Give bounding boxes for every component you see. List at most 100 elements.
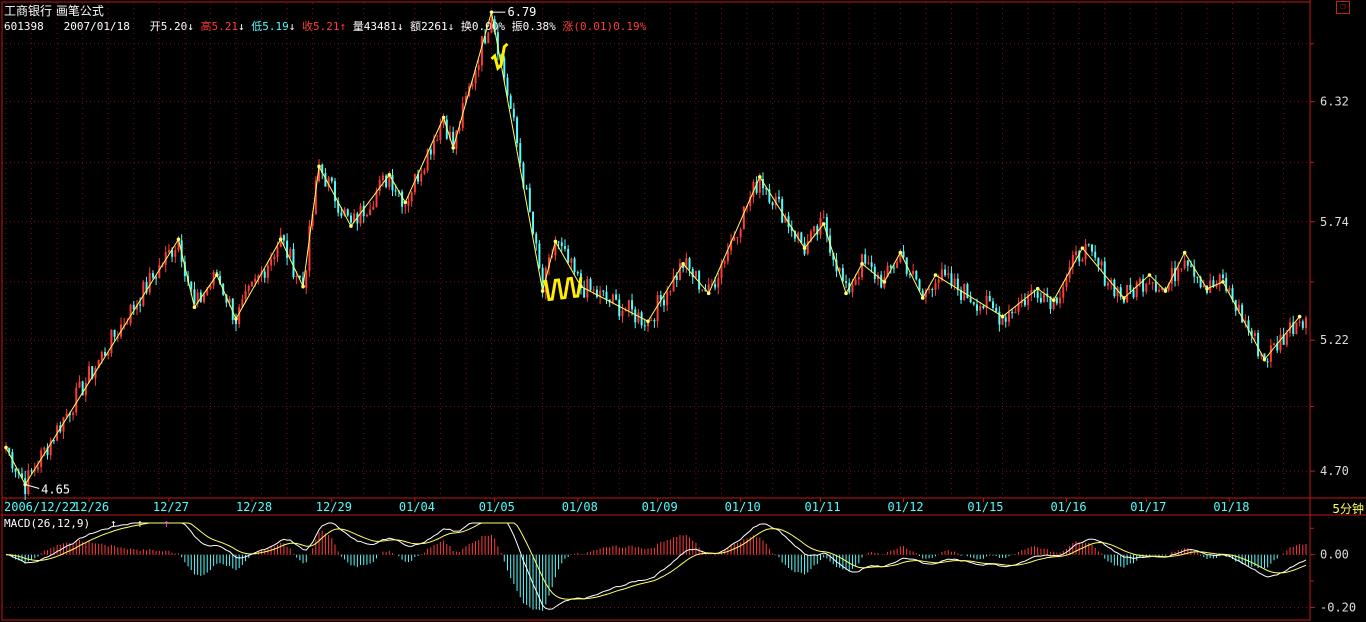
up-candle — [1151, 282, 1154, 284]
up-candle — [107, 353, 110, 356]
down-candle — [394, 190, 397, 192]
up-candle — [666, 292, 669, 306]
high-value: 5.21 — [211, 20, 238, 33]
down-candle — [113, 329, 116, 337]
down-candle — [714, 284, 717, 288]
up-candle — [247, 286, 250, 291]
up-candle — [148, 273, 151, 293]
down-candle — [337, 201, 340, 213]
down-candle — [755, 181, 758, 193]
up-candle — [228, 298, 231, 303]
date-tick-label: 12/27 — [153, 500, 189, 514]
up-candle — [1116, 287, 1119, 297]
macd-dea-line — [5, 522, 1307, 600]
period-selector[interactable]: 5分钟 — [1332, 502, 1364, 516]
up-candle — [784, 216, 787, 223]
zigzag-pivot — [706, 291, 711, 296]
date-tick-label: 01/18 — [1213, 500, 1249, 514]
change-label: 涨 — [562, 20, 574, 33]
down-candle — [771, 202, 774, 206]
down-candle — [1225, 278, 1228, 291]
up-candle — [420, 173, 423, 182]
macd-up-arrow-icon: ↑ — [136, 517, 144, 530]
up-candle — [797, 232, 800, 239]
up-candle — [1237, 304, 1240, 311]
down-candle — [960, 290, 963, 301]
down-candle — [691, 268, 694, 278]
up-candle — [305, 270, 308, 288]
up-candle — [75, 387, 78, 413]
down-candle — [618, 299, 621, 317]
down-candle — [429, 149, 432, 155]
up-candle — [311, 214, 314, 227]
date-tick-label: 01/16 — [1050, 500, 1086, 514]
down-candle — [918, 279, 921, 291]
down-candle — [219, 276, 222, 284]
up-candle — [458, 127, 461, 131]
down-candle — [321, 164, 324, 174]
up-candle — [774, 196, 777, 206]
down-candle — [132, 304, 135, 310]
down-candle — [931, 289, 934, 291]
down-candle — [199, 292, 202, 302]
min-price-label: 4.65 — [41, 483, 70, 497]
low-value: 5.19 — [262, 20, 289, 33]
up-candle — [592, 289, 595, 291]
down-candle — [193, 289, 196, 304]
down-candle — [835, 259, 838, 272]
down-candle — [825, 217, 828, 236]
up-candle — [276, 247, 279, 257]
up-candle — [1075, 251, 1078, 255]
up-candle — [464, 96, 467, 103]
zigzag-pivot — [860, 261, 864, 266]
down-candle — [982, 305, 985, 309]
up-candle — [733, 237, 736, 241]
up-candle — [203, 294, 206, 302]
down-candle — [662, 299, 665, 306]
zigzag-pivot — [821, 222, 826, 226]
up-candle — [637, 312, 640, 323]
down-candle — [1090, 244, 1093, 252]
down-candle — [1241, 304, 1244, 323]
up-candle — [257, 275, 260, 279]
up-candle — [1043, 293, 1046, 303]
up-candle — [899, 251, 902, 263]
down-candle — [500, 54, 503, 58]
up-candle — [474, 70, 477, 84]
down-candle — [506, 77, 509, 96]
down-candle — [576, 272, 579, 274]
up-candle — [480, 36, 483, 66]
up-candle — [1260, 353, 1263, 357]
up-candle — [940, 269, 943, 280]
zigzag-pivot — [1205, 286, 1209, 291]
zigzag-pivot — [215, 273, 219, 277]
down-candle — [512, 108, 515, 118]
zigzag-pivot — [758, 175, 762, 179]
up-candle — [308, 226, 311, 271]
up-candle — [110, 329, 113, 354]
down-candle — [104, 352, 107, 356]
down-candle — [793, 230, 796, 239]
zigzag-pivot — [646, 319, 650, 324]
down-candle — [892, 267, 895, 269]
up-candle — [963, 283, 966, 301]
up-candle — [627, 300, 630, 311]
up-candle — [857, 277, 860, 280]
up-candle — [806, 241, 809, 255]
restore-icon[interactable]: ❐ — [1336, 1, 1350, 14]
up-candle — [1295, 322, 1298, 335]
zigzag-pivot — [4, 445, 8, 450]
up-candle — [490, 19, 493, 33]
zigzag-pivot — [301, 284, 305, 289]
down-candle — [1301, 321, 1304, 328]
date-tick-label: 12/29 — [316, 500, 352, 514]
up-candle — [78, 381, 81, 388]
down-candle — [8, 447, 11, 453]
up-candle — [669, 291, 672, 293]
down-candle — [503, 57, 506, 78]
down-candle — [800, 232, 803, 244]
up-candle — [854, 279, 857, 285]
quote-line: 601398 2007/01/18 开5.20↓ 高5.21↓ 低5.19↓ 收… — [4, 18, 646, 34]
up-candle — [318, 164, 321, 182]
